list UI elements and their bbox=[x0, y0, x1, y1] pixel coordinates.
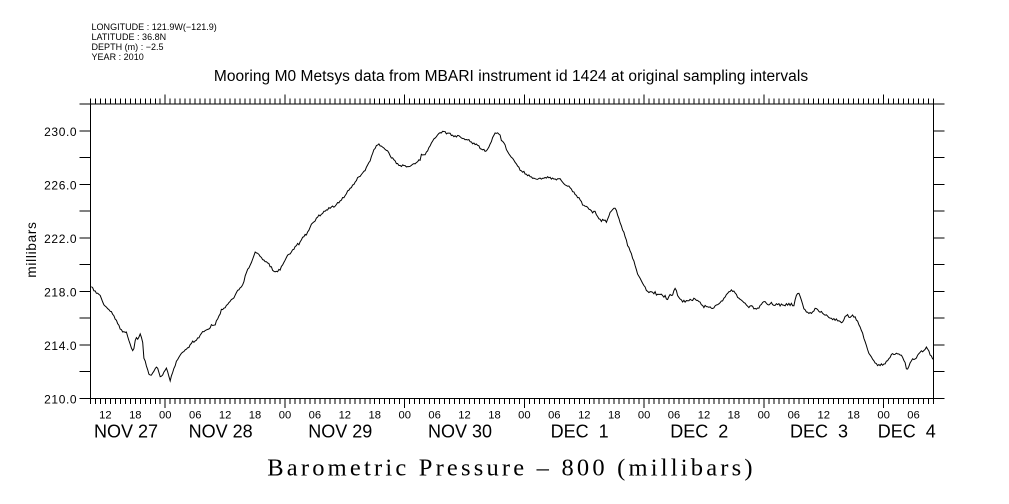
svg-text:LATITUDE : 36.8N: LATITUDE : 36.8N bbox=[92, 32, 167, 42]
svg-text:06: 06 bbox=[668, 409, 680, 421]
svg-text:YEAR : 2010: YEAR : 2010 bbox=[92, 52, 144, 62]
svg-text:NOV 29: NOV 29 bbox=[308, 422, 372, 442]
svg-text:DEPTH (m) : −2.5: DEPTH (m) : −2.5 bbox=[92, 42, 164, 52]
svg-text:00: 00 bbox=[877, 409, 889, 421]
svg-text:DEC 3: DEC 3 bbox=[790, 422, 848, 442]
svg-text:218.0: 218.0 bbox=[44, 285, 77, 299]
svg-text:DEC 2: DEC 2 bbox=[670, 422, 728, 442]
svg-text:00: 00 bbox=[398, 409, 410, 421]
svg-text:NOV 27: NOV 27 bbox=[94, 422, 158, 442]
svg-text:18: 18 bbox=[129, 409, 141, 421]
svg-text:millibars: millibars bbox=[24, 221, 39, 277]
svg-text:NOV 28: NOV 28 bbox=[189, 422, 253, 442]
svg-text:06: 06 bbox=[788, 409, 800, 421]
svg-text:06: 06 bbox=[907, 409, 919, 421]
svg-text:06: 06 bbox=[548, 409, 560, 421]
svg-text:DEC 4: DEC 4 bbox=[878, 422, 936, 442]
svg-text:12: 12 bbox=[219, 409, 231, 421]
svg-text:12: 12 bbox=[339, 409, 351, 421]
svg-text:18: 18 bbox=[847, 409, 859, 421]
svg-text:12: 12 bbox=[578, 409, 590, 421]
svg-text:18: 18 bbox=[368, 409, 380, 421]
svg-text:Mooring M0 Metsys data from MB: Mooring M0 Metsys data from MBARI instru… bbox=[214, 68, 808, 85]
svg-text:12: 12 bbox=[817, 409, 829, 421]
svg-text:18: 18 bbox=[728, 409, 740, 421]
svg-text:06: 06 bbox=[428, 409, 440, 421]
svg-text:00: 00 bbox=[518, 409, 530, 421]
svg-text:210.0: 210.0 bbox=[44, 392, 77, 406]
svg-text:NOV 30: NOV 30 bbox=[428, 422, 492, 442]
svg-text:Barometric Pressure – 800 (mil: Barometric Pressure – 800 (millibars) bbox=[267, 454, 756, 481]
svg-text:12: 12 bbox=[698, 409, 710, 421]
svg-text:00: 00 bbox=[279, 409, 291, 421]
svg-text:LONGITUDE : 121.9W(−121.9): LONGITUDE : 121.9W(−121.9) bbox=[92, 22, 217, 32]
svg-text:214.0: 214.0 bbox=[44, 339, 77, 353]
svg-text:00: 00 bbox=[758, 409, 770, 421]
svg-text:DEC 1: DEC 1 bbox=[551, 422, 609, 442]
svg-text:226.0: 226.0 bbox=[44, 178, 77, 192]
svg-text:00: 00 bbox=[638, 409, 650, 421]
svg-text:06: 06 bbox=[189, 409, 201, 421]
svg-text:230.0: 230.0 bbox=[44, 125, 77, 139]
svg-text:12: 12 bbox=[99, 409, 111, 421]
svg-text:00: 00 bbox=[159, 409, 171, 421]
svg-text:12: 12 bbox=[458, 409, 470, 421]
svg-text:18: 18 bbox=[249, 409, 261, 421]
svg-text:06: 06 bbox=[309, 409, 321, 421]
svg-text:18: 18 bbox=[608, 409, 620, 421]
svg-text:222.0: 222.0 bbox=[44, 232, 77, 246]
svg-text:18: 18 bbox=[488, 409, 500, 421]
